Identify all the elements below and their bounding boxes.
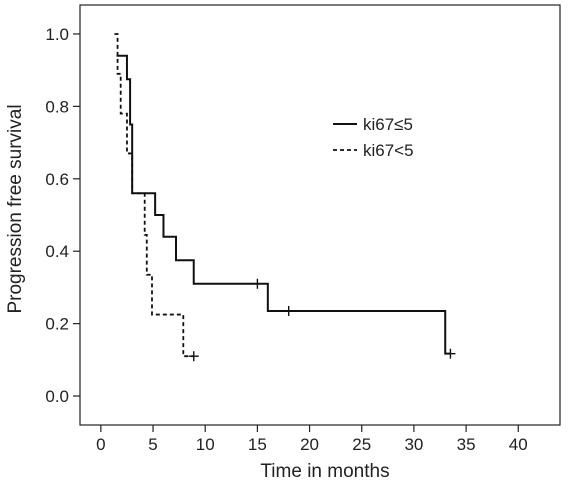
y-axis-title: Progression free survival (5, 104, 26, 313)
y-axis: 0.0 0.2 0.4 0.6 0.8 1.0 (45, 25, 80, 406)
x-tick-label: 40 (509, 435, 528, 454)
x-tick-label: 20 (300, 435, 319, 454)
legend-label-1: ki67<5 (363, 141, 414, 160)
x-axis-title: Time in months (260, 461, 389, 482)
x-axis: 0 5 10 15 20 25 30 35 40 (96, 425, 528, 454)
censor-mark (252, 278, 263, 289)
y-tick-label: 0.2 (45, 315, 69, 334)
y-tick-label: 0.8 (45, 97, 69, 116)
censor-mark (283, 305, 294, 316)
y-tick-label: 0.4 (45, 242, 69, 261)
censor-mark (445, 348, 456, 359)
x-tick-label: 25 (352, 435, 371, 454)
x-tick-label: 10 (196, 435, 215, 454)
y-tick-label: 1.0 (45, 25, 69, 44)
series-layer (114, 33, 456, 362)
x-tick-label: 30 (404, 435, 423, 454)
x-tick-label: 0 (96, 435, 105, 454)
x-tick-label: 15 (248, 435, 267, 454)
y-tick-label: 0.0 (45, 387, 69, 406)
x-tick-label: 5 (148, 435, 157, 454)
x-tick-label: 35 (457, 435, 476, 454)
plot-frame (79, 4, 561, 426)
legend: ki67≤5 ki67<5 (333, 115, 414, 160)
y-tick-label: 0.6 (45, 170, 69, 189)
censor-mark (188, 351, 199, 362)
legend-label-0: ki67≤5 (363, 115, 413, 134)
series-line-1 (114, 33, 194, 358)
series-line-0 (116, 54, 451, 355)
